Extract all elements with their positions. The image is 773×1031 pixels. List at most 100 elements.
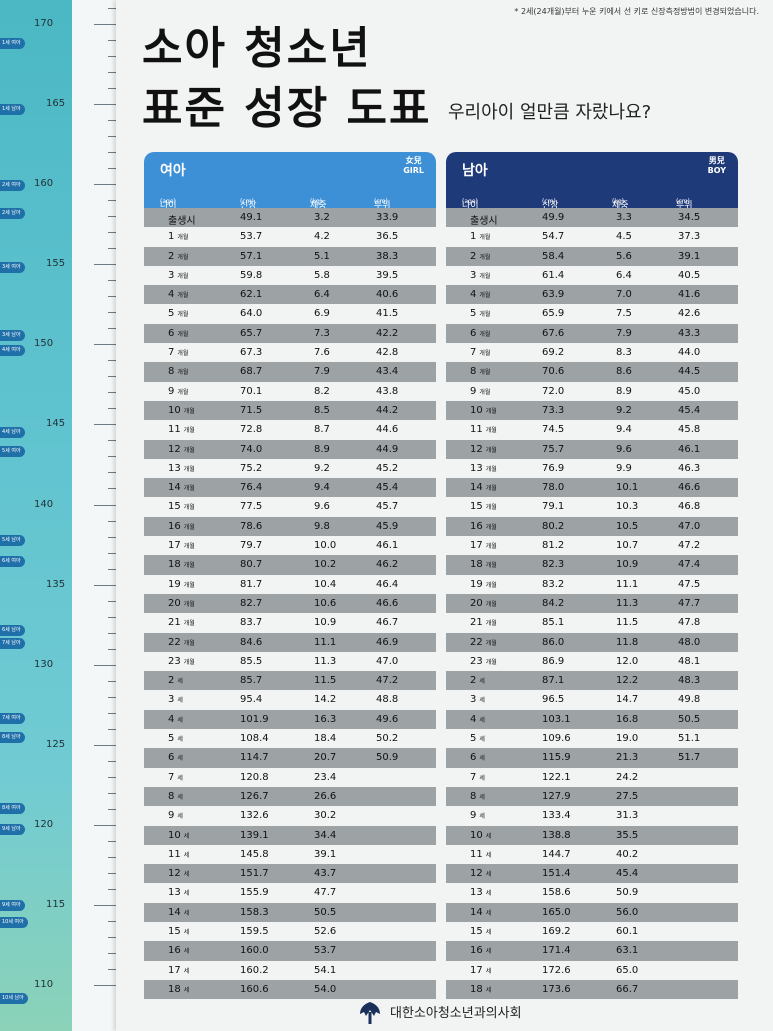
boy-column-headers: 나이 (age) 신장 (cm) 체중 (kg) 두위 (cm): [446, 184, 738, 211]
cell-age: 3 개월: [168, 269, 189, 281]
ruler-tick: [94, 664, 116, 666]
cell-weight: 56.0: [616, 906, 639, 918]
height-ruler: 170 165 160 155 150 145 140 135 130 125 120 115 110 …: [0, 0, 116, 1031]
cell-age: 22 개월: [470, 636, 497, 648]
ruler-tick: [94, 264, 116, 266]
cell-weight: 7.9: [314, 366, 330, 378]
cell-age: 18 개월: [470, 559, 497, 571]
ruler-age-tag: 6세 여아: [0, 556, 25, 567]
cell-head: 49.6: [376, 713, 399, 725]
table-row: 7 개월 67.3 7.6 42.8: [144, 343, 436, 362]
ruler-tick: [108, 7, 116, 9]
cell-height: 96.5: [542, 694, 565, 706]
ruler-tick: [94, 424, 116, 426]
cell-head: 45.2: [376, 462, 399, 474]
ruler-age-tag: 2세 남아: [0, 208, 25, 219]
cell-age: 1 개월: [168, 231, 189, 243]
cell-age: 3 개월: [470, 269, 491, 281]
cell-weight: 60.1: [616, 925, 639, 937]
table-row: 11 개월 74.5 9.4 45.8: [446, 420, 738, 439]
cell-height: 63.9: [542, 289, 565, 301]
ruler-tick: [108, 680, 116, 682]
table-row: 6 개월 65.7 7.3 42.2: [144, 323, 436, 344]
cell-height: 160.0: [240, 945, 269, 957]
cell-age: 17 개월: [470, 540, 497, 552]
cell-weight: 16.8: [616, 713, 639, 725]
table-row: 8 세 127.9 27.5: [446, 786, 738, 807]
cell-height: 133.4: [542, 810, 571, 822]
cell-weight: 10.2: [314, 559, 337, 571]
ruler-tick: [108, 888, 116, 890]
cell-head: 46.6: [376, 597, 399, 609]
ruler-tick: [108, 600, 116, 602]
ruler-tick: [108, 712, 116, 714]
cell-height: 53.7: [240, 231, 263, 243]
cell-age: 13 세: [168, 887, 190, 899]
cell-weight: 5.6: [616, 250, 632, 262]
table-row: 10 세 138.8 35.5: [446, 825, 738, 845]
table-row: 3 개월 59.8 5.8 39.5: [144, 266, 436, 285]
ruler-tick: [94, 504, 116, 506]
table-row: 13 세 158.6 50.9: [446, 883, 738, 902]
cell-height: 132.6: [240, 810, 269, 822]
cell-height: 75.2: [240, 462, 263, 474]
cell-age: 5 개월: [470, 308, 491, 320]
cell-height: 158.3: [240, 906, 269, 918]
poster-title-line1: 소아 청소년: [142, 23, 372, 74]
table-row: 23 개월 85.5 11.3 47.0: [144, 652, 436, 671]
cell-height: 139.1: [240, 829, 269, 841]
cell-height: 81.7: [240, 578, 263, 590]
cell-age: 12 개월: [168, 443, 195, 455]
table-row: 6 세 114.7 20.7 50.9: [144, 748, 436, 768]
cell-weight: 4.5: [616, 231, 632, 243]
cell-age: 17 세: [470, 964, 492, 976]
cell-weight: 26.6: [314, 790, 337, 802]
table-row: 12 세 151.7 43.7: [144, 864, 436, 884]
cell-height: 58.4: [542, 250, 565, 262]
cell-age: 16 세: [168, 945, 190, 957]
cell-age: 22 개월: [168, 636, 195, 648]
cell-height: 173.6: [542, 983, 571, 995]
table-row: 18 개월 80.7 10.2 46.2: [144, 555, 436, 575]
cell-head: 47.2: [376, 675, 399, 687]
ruler-tick: [108, 840, 116, 842]
ruler-tick: [94, 344, 116, 346]
cell-height: 72.8: [240, 424, 263, 436]
cell-weight: 54.1: [314, 964, 337, 976]
cell-weight: 10.6: [314, 597, 337, 609]
cell-weight: 39.1: [314, 848, 337, 860]
cell-head: 46.1: [678, 443, 701, 455]
table-row: 22 개월 84.6 11.1 46.9: [144, 632, 436, 652]
cell-head: 50.9: [376, 752, 399, 764]
cell-height: 49.1: [240, 212, 263, 223]
cell-head: 46.4: [376, 578, 399, 590]
table-row: 21 개월 85.1 11.5 47.8: [446, 613, 738, 632]
cell-height: 61.4: [542, 269, 565, 281]
cell-head: 43.8: [376, 385, 399, 397]
table-row: 20 개월 82.7 10.6 46.6: [144, 593, 436, 614]
cell-height: 76.4: [240, 482, 263, 494]
cell-height: 138.8: [542, 829, 571, 841]
cell-height: 172.6: [542, 964, 571, 976]
ruler-age-tag: 1세 여아: [0, 38, 25, 49]
cell-weight: 7.5: [616, 308, 632, 320]
ruler-tick: [108, 696, 116, 698]
cell-height: 79.7: [240, 540, 263, 552]
table-row: 16 세 171.4 63.1: [446, 941, 738, 961]
cell-age: 9 개월: [168, 385, 189, 397]
cell-height: 68.7: [240, 366, 263, 378]
cell-head: 46.2: [376, 559, 399, 571]
table-row: 6 세 115.9 21.3 51.7: [446, 748, 738, 768]
cell-height: 85.5: [240, 655, 263, 667]
ruler-tick: [94, 104, 116, 106]
ruler-tick: [108, 456, 116, 458]
ruler-tick: [108, 808, 116, 810]
table-row: 5 세 108.4 18.4 50.2: [144, 729, 436, 748]
cell-head: 45.9: [376, 520, 399, 532]
ruler-age-tag: 3세 여아: [0, 262, 25, 273]
cell-height: 83.2: [542, 578, 565, 590]
cell-weight: 18.4: [314, 733, 337, 745]
